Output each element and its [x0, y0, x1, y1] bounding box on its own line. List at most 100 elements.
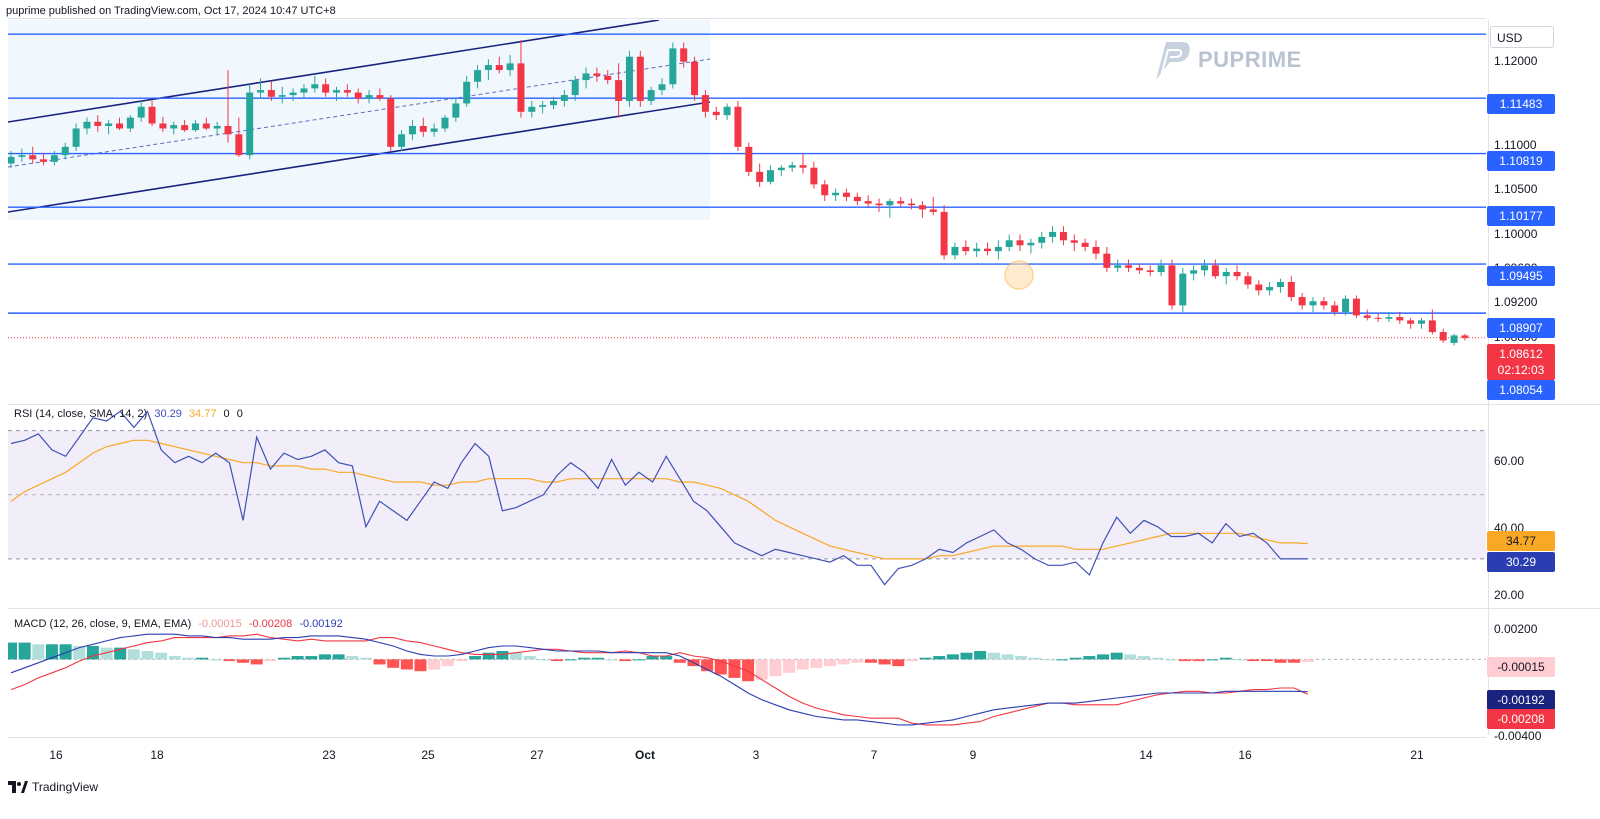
level-tag: 1.11483	[1487, 94, 1555, 114]
candle-body	[322, 84, 330, 93]
time-axis-label: 21	[1410, 748, 1424, 762]
macd-histogram-bar	[237, 659, 250, 663]
candle-body	[517, 63, 525, 112]
candle-body	[289, 92, 297, 96]
candle-body	[376, 95, 384, 99]
level-tag: 1.10819	[1487, 151, 1555, 171]
candle-body	[669, 48, 677, 85]
macd-legend[interactable]: MACD (12, 26, close, 9, EMA, EMA) -0.000…	[14, 618, 347, 630]
time-axis-label: 23	[322, 748, 336, 762]
pane-divider[interactable]	[8, 608, 1600, 609]
candle-body	[311, 84, 319, 89]
time-axis-label: 16	[49, 748, 63, 762]
macd-histogram-bar	[1165, 659, 1178, 661]
time-axis-label: 3	[752, 748, 760, 762]
candle-body	[484, 65, 492, 71]
rsi-pane[interactable]	[8, 405, 1486, 607]
macd-histogram-bar	[387, 659, 400, 668]
macd-histogram-bar	[824, 659, 836, 667]
candle-body	[691, 61, 699, 96]
candle-body	[1233, 271, 1241, 277]
rsi-legend[interactable]: RSI (14, close, SMA, 14, 2) 30.29 34.77 …	[14, 408, 247, 420]
candle-body	[593, 73, 601, 76]
channel-lower-line	[8, 101, 711, 213]
macd-histogram-bar	[482, 652, 495, 660]
rsi-value-tag: 30.29	[1487, 552, 1555, 572]
candle-body	[658, 84, 666, 91]
macd-histogram-bar	[373, 659, 386, 665]
time-axis[interactable]	[8, 737, 1486, 778]
candle-body	[615, 80, 623, 101]
candle-body	[1059, 231, 1067, 241]
candle-body	[1331, 305, 1339, 313]
macd-histogram-bar	[742, 659, 755, 682]
macd-histogram-bar	[1206, 659, 1219, 661]
candle-body	[1352, 298, 1360, 316]
pane-divider[interactable]	[8, 404, 1600, 405]
price-tick: 1.09200	[1494, 295, 1538, 309]
candle-body	[1342, 298, 1350, 313]
candle-body	[1439, 332, 1447, 341]
macd-histogram-bar	[428, 659, 441, 670]
candle-body	[126, 117, 134, 129]
candle-body	[278, 95, 286, 97]
candle-body	[452, 103, 460, 118]
candle-body	[908, 203, 916, 206]
watermark-text: PUPRIME	[1198, 47, 1302, 72]
macd-histogram-bar	[264, 659, 277, 662]
candle-body	[1385, 317, 1393, 319]
candle-body	[257, 90, 265, 93]
macd-line-tag: -0.00192	[1487, 690, 1555, 710]
macd-histogram-bar	[892, 659, 905, 667]
price-pane[interactable]	[8, 20, 1486, 403]
candle-body	[495, 65, 503, 71]
candle-body	[246, 92, 254, 156]
time-axis-label: 9	[969, 748, 977, 762]
candle-body	[1103, 253, 1111, 268]
candle-body	[116, 123, 123, 129]
candle-body	[1092, 246, 1100, 254]
tradingview-footer[interactable]: TradingView	[8, 780, 98, 794]
macd-histogram-bar	[1001, 654, 1014, 660]
currency-selector[interactable]: USD	[1490, 26, 1554, 48]
candle-body	[105, 123, 113, 126]
macd-histogram-bar	[905, 659, 918, 662]
candle-body	[1320, 301, 1328, 306]
candle-body	[1201, 265, 1208, 271]
macd-histogram-bar	[1124, 654, 1137, 660]
price-tick: 1.10000	[1494, 227, 1538, 241]
macd-signal-line	[10, 633, 1309, 726]
macd-histogram-bar	[919, 657, 932, 660]
macd-histogram-bar	[1097, 654, 1109, 660]
candle-body	[984, 248, 991, 252]
macd-histogram-bar	[250, 659, 263, 665]
macd-histogram-bar	[1056, 659, 1069, 661]
candle-body	[821, 184, 829, 196]
candle-body	[1125, 265, 1133, 268]
macd-histogram-bar	[646, 656, 659, 660]
candle-body	[1168, 265, 1176, 306]
macd-histogram-bar	[810, 659, 823, 668]
candle-body	[571, 80, 579, 96]
macd-histogram-bar	[864, 659, 877, 663]
candle-body	[1298, 297, 1306, 306]
macd-histogram-bar	[1219, 657, 1232, 660]
candle-body	[897, 201, 905, 204]
candle-body	[528, 106, 536, 112]
macd-histogram-bar	[318, 654, 331, 660]
macd-histogram-bar	[783, 659, 796, 673]
macd-histogram-bar	[660, 656, 673, 660]
price-tick: 1.10500	[1494, 182, 1538, 196]
macd-histogram-bar	[45, 644, 58, 660]
macd-histogram-bar	[1083, 656, 1096, 660]
candle-body	[94, 121, 102, 126]
macd-histogram-bar	[974, 651, 987, 660]
candle-body	[745, 146, 753, 172]
macd-histogram-bar	[510, 652, 523, 660]
macd-pane[interactable]	[8, 609, 1486, 735]
price-chart	[8, 20, 1486, 346]
bar-countdown: 02:12:03	[1497, 363, 1545, 377]
candle-body	[213, 125, 221, 129]
candle-body	[1135, 267, 1143, 271]
macd-histogram-bar	[1301, 659, 1314, 662]
